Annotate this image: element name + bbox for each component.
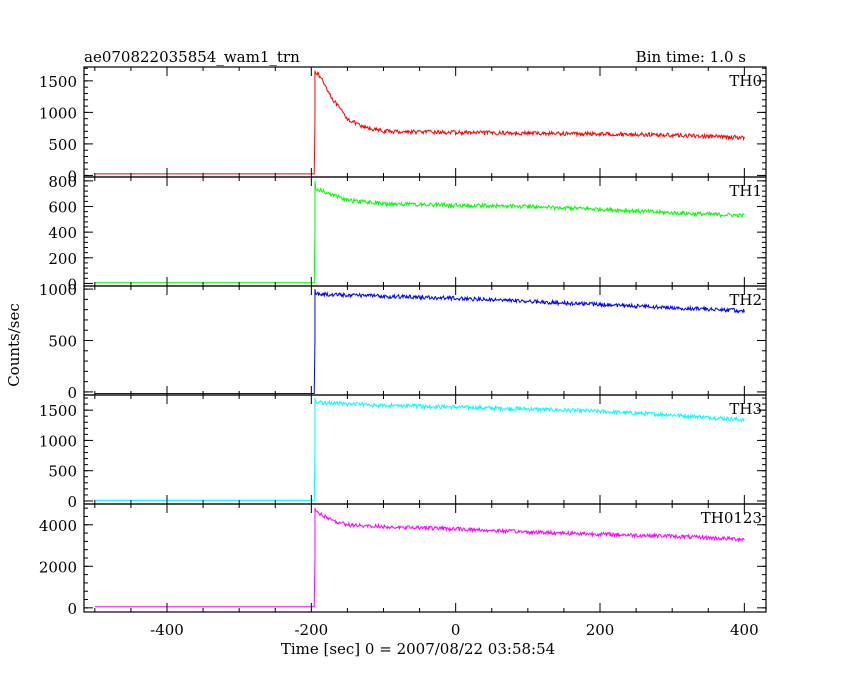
y-tick-label: 500 [48, 136, 77, 154]
y-tick-label: 2000 [39, 558, 77, 576]
panel-frame [83, 176, 767, 287]
series-label-th2: TH2 [729, 291, 762, 309]
bin-time-label: Bin time: 1.0 s [636, 48, 746, 66]
y-tick-label: 0 [67, 167, 77, 185]
x-tick-label: -200 [294, 621, 328, 639]
y-axis-label: Counts/sec [5, 303, 23, 387]
panel-frame [83, 394, 767, 505]
y-tick-label: 500 [48, 333, 77, 351]
y-tick-label: 800 [48, 173, 77, 191]
x-axis-label: Time [sec] 0 = 2007/08/22 03:58:54 [281, 640, 555, 658]
y-tick-label: 600 [48, 198, 77, 216]
y-tick-label: 500 [48, 463, 77, 481]
x-tick-label: 400 [730, 621, 759, 639]
y-tick-label: 200 [48, 250, 77, 268]
y-tick-label: 1500 [39, 73, 77, 91]
y-tick-label: 1000 [39, 281, 77, 299]
panel-th3: 0 500 1000 1500 TH3 [39, 394, 767, 511]
panel-frame [83, 503, 767, 613]
y-tick-label: 0 [67, 275, 77, 293]
panel-frame [83, 285, 767, 396]
series-line-th0 [94, 70, 745, 175]
x-tick-label: 0 [451, 621, 461, 639]
y-tick-label: 1000 [39, 104, 77, 122]
series-label-th3: TH3 [729, 400, 762, 418]
y-tick-label: 4000 [39, 517, 77, 535]
series-label-th0: TH0 [729, 72, 762, 90]
y-tick-label: 400 [48, 224, 77, 242]
y-tick-label: 1000 [39, 432, 77, 450]
figure-title: ae070822035854_wam1_trn [84, 48, 300, 66]
panels: 0 500 1000 1500 TH0 0 200 400 600 800 TH1 0 500 1000 T… [39, 66, 767, 618]
series-line-th0123 [94, 508, 745, 608]
series-label-th0123: TH0123 [701, 509, 762, 527]
x-tick-label: -400 [150, 621, 184, 639]
panel-th1: 0 200 400 600 800 TH1 [48, 173, 767, 293]
panel-th0: 0 500 1000 1500 TH0 [39, 66, 767, 185]
series-line-th1 [94, 180, 745, 284]
x-tick-label: 200 [586, 621, 615, 639]
y-tick-label: 0 [67, 384, 77, 402]
y-tick-label: 1500 [39, 402, 77, 420]
x-tick-labels: -400 -200 0 200 400 [150, 621, 759, 639]
panel-th2: 0 500 1000 TH2 [39, 281, 767, 402]
series-line-th3 [94, 397, 745, 501]
series-line-th2 [94, 289, 745, 394]
series-label-th1: TH1 [729, 182, 762, 200]
y-tick-label: 0 [67, 600, 77, 618]
y-tick-label: 0 [67, 493, 77, 511]
panel-th0123: 0 2000 4000 TH0123 [39, 503, 767, 618]
panel-frame [83, 66, 767, 178]
